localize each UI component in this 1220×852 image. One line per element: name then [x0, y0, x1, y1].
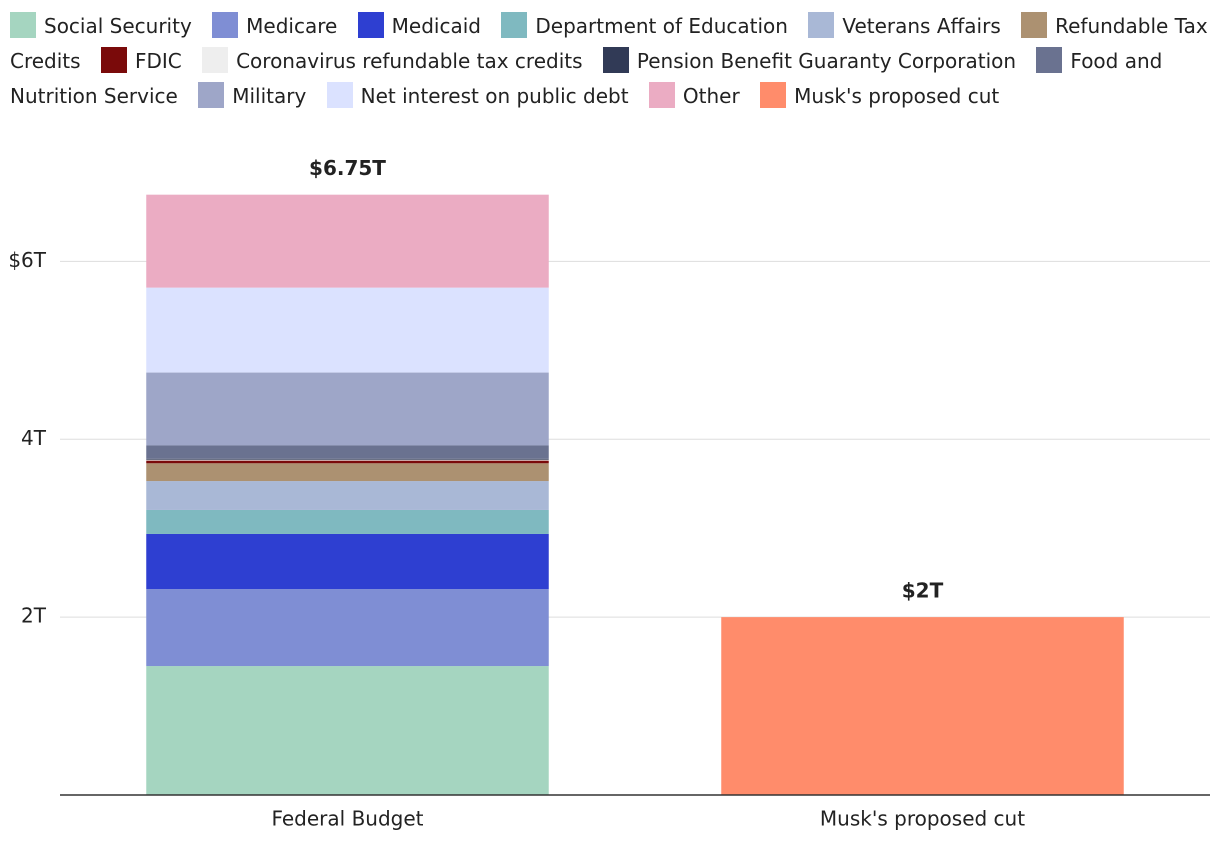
legend-swatch	[648, 82, 675, 108]
legend-item: Pension Benefit Guaranty Corporation	[602, 47, 1017, 73]
legend-label: Military	[232, 84, 307, 108]
legend-item: FDIC	[100, 47, 182, 73]
legend-label: Pension Benefit Guaranty Corporation	[636, 49, 1017, 73]
bar-segment	[146, 509, 549, 534]
legend-label: Net interest on public debt	[360, 84, 629, 108]
bar-segment	[146, 372, 549, 446]
bar-segment	[146, 533, 549, 590]
legend-swatch	[212, 12, 239, 38]
legend-item: Social Security	[10, 12, 192, 38]
x-tick-label: Musk's proposed cut	[820, 807, 1025, 831]
legend-swatch	[202, 47, 229, 73]
legend-item: Medicare	[212, 12, 338, 38]
legend-swatch	[100, 47, 127, 73]
legend-swatch	[357, 12, 384, 38]
legend: Social Security Medicare Medicaid Depart…	[10, 9, 1215, 114]
legend-swatch	[501, 12, 528, 38]
legend-swatch	[1021, 12, 1048, 38]
legend-label: Refundable Tax Credits	[10, 14, 1208, 73]
legend-label: Other	[682, 84, 740, 108]
x-tick-label: Federal Budget	[271, 807, 423, 831]
legend-item: Medicaid	[357, 12, 481, 38]
legend-item: Coronavirus refundable tax credits	[202, 47, 583, 73]
legend-swatch	[10, 12, 36, 38]
legend-label: Musk's proposed cut	[794, 84, 1000, 108]
bar-segment	[146, 458, 549, 460]
y-tick-label: $6T	[8, 248, 46, 272]
legend-label: Medicaid	[391, 14, 481, 38]
bar-segment	[146, 445, 549, 459]
legend-item: Food and Nutrition Service	[10, 47, 1163, 108]
legend-swatch	[602, 47, 629, 73]
bar-segment	[146, 463, 549, 482]
legend-label: Department of Education	[535, 14, 788, 38]
bar-segment	[146, 481, 549, 510]
bar-segment	[146, 287, 549, 373]
legend-swatch	[808, 12, 835, 38]
bar-segment	[146, 459, 549, 461]
legend-item: Department of Education	[501, 12, 788, 38]
y-tick-label: 2T	[21, 604, 47, 628]
bar-segment	[721, 617, 1124, 795]
legend-label: Social Security	[44, 14, 192, 38]
total-label: $2T	[902, 579, 944, 603]
bar-segment	[146, 666, 549, 795]
legend-swatch	[1036, 47, 1063, 73]
legend-label: Veterans Affairs	[842, 14, 1001, 38]
total-label: $6.75T	[309, 156, 386, 180]
legend-swatch	[760, 82, 787, 108]
legend-label: Coronavirus refundable tax credits	[236, 49, 583, 73]
bar-segment	[146, 194, 549, 288]
legend-label: FDIC	[134, 49, 182, 73]
bar-segment	[146, 460, 549, 464]
legend-label: Food and Nutrition Service	[10, 49, 1163, 108]
legend-swatch	[198, 82, 225, 108]
bar-segment	[146, 589, 549, 667]
legend-item: Other	[648, 82, 740, 108]
legend-swatch	[326, 82, 353, 108]
legend-item: Military	[198, 82, 307, 108]
legend-item: Net interest on public debt	[326, 82, 629, 108]
y-tick-label: 4T	[21, 426, 47, 450]
legend-item: Veterans Affairs	[808, 12, 1001, 38]
legend-item: Musk's proposed cut	[760, 82, 1000, 108]
legend-label: Medicare	[246, 14, 338, 38]
legend-item: Refundable Tax Credits	[10, 12, 1208, 73]
